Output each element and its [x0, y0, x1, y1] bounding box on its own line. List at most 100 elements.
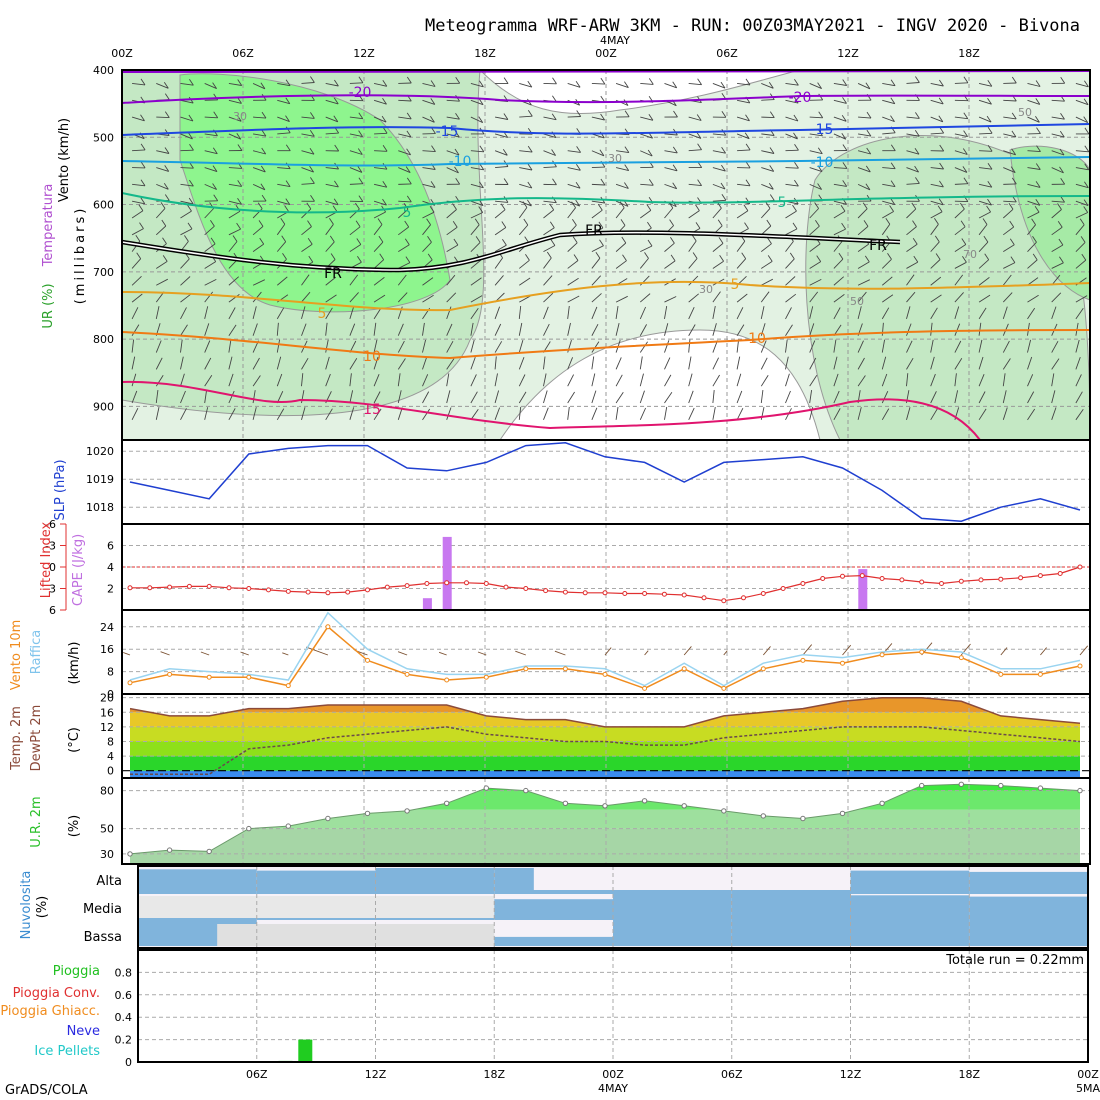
wind-barb — [857, 208, 868, 219]
wind-barb — [276, 356, 282, 370]
wind-barb — [446, 244, 459, 253]
wind-barb-flag — [452, 220, 458, 228]
wind-barb-flag — [890, 198, 896, 205]
contour-label: -10 — [449, 154, 472, 170]
wind-barb — [930, 211, 943, 219]
wind-barb — [398, 262, 411, 269]
wind10m-marker — [998, 671, 1004, 677]
wind-barb-flag — [792, 204, 797, 212]
wind-barb — [1051, 116, 1065, 120]
gust-line — [129, 611, 1081, 687]
wind-barb — [954, 373, 957, 387]
li-marker — [780, 586, 786, 591]
wind-barb — [422, 99, 435, 105]
wind-barb — [785, 276, 796, 286]
wind-barb — [252, 83, 266, 90]
wind10m-marker — [285, 683, 291, 689]
wind-barb — [978, 200, 992, 206]
wind-barb — [1075, 183, 1089, 189]
ylabel-temp2m: Temp. 2m — [9, 706, 24, 771]
wind-barb — [373, 277, 385, 286]
wind-barb — [228, 210, 241, 219]
rh2m-marker — [364, 810, 371, 817]
wind-barb-flag — [721, 111, 727, 118]
contour-label: 30 — [233, 110, 247, 123]
li-marker — [642, 591, 648, 596]
top-tick-label: 00Z — [595, 47, 617, 60]
wind-barb-flag — [527, 80, 533, 88]
wind-barb — [276, 339, 281, 353]
wind-barb-flag — [717, 219, 723, 227]
wind-barb — [1051, 150, 1065, 156]
wind-barb-flag — [259, 237, 265, 245]
li-marker — [879, 576, 885, 581]
wind-barb — [785, 210, 797, 219]
wind-barb-flag — [189, 78, 194, 86]
wind-barb-flag — [767, 237, 772, 244]
wind10m-marker — [483, 674, 489, 680]
wind-barb-flag — [768, 82, 774, 89]
wind-barb — [1075, 295, 1088, 303]
wind-barb-flag — [382, 145, 388, 152]
wind10m-marker — [523, 666, 529, 672]
wind-barb — [760, 390, 764, 404]
wind-barb — [664, 323, 669, 336]
wind-arrow — [683, 646, 692, 656]
wind-barb — [543, 116, 557, 121]
wind-barb — [688, 183, 702, 187]
wind-barb-flag — [1060, 195, 1065, 203]
wind-barb — [398, 150, 411, 156]
wind-barb — [156, 183, 169, 190]
wind-barb-flag — [212, 82, 217, 89]
wind-barb-flag — [789, 252, 795, 260]
cloud-block — [731, 920, 851, 946]
wind-barb-flag — [136, 252, 142, 259]
credit: GrADS/COLA — [5, 1083, 88, 1098]
wind-barb — [325, 116, 338, 123]
cape-bar — [422, 598, 432, 610]
wind-barb-flag — [1034, 205, 1040, 213]
wind-barb-flag — [426, 218, 431, 225]
wind-barb — [446, 340, 454, 353]
wind-barb-flag — [285, 97, 291, 104]
wind-barb — [252, 357, 260, 370]
wind-barb — [785, 356, 789, 370]
wind-barb-flag — [527, 145, 533, 153]
wind-barb — [470, 224, 480, 236]
wind-barb-flag — [1009, 238, 1015, 246]
wind-barb-flag — [961, 238, 967, 245]
wind-barb — [446, 167, 459, 174]
wind-barb — [833, 133, 846, 140]
wind-barb — [833, 294, 845, 303]
wind-barb-flag — [794, 143, 799, 151]
wind-barb — [518, 357, 525, 370]
wind-barb — [1075, 339, 1080, 353]
wind-barb — [180, 116, 194, 122]
wind-barb — [349, 116, 363, 120]
wind-barb-flag — [862, 202, 868, 209]
wind-barb — [422, 183, 436, 188]
wind-barb-flag — [332, 205, 338, 213]
wind-barb-flag — [986, 115, 992, 123]
temp-band — [130, 770, 1080, 778]
wind-barb-flag — [818, 129, 823, 137]
rh2m-marker — [444, 800, 450, 806]
wind-barb — [1002, 373, 1006, 387]
rh2m-marker — [681, 803, 687, 809]
wind-barb-flag — [164, 165, 170, 172]
wind-barb — [736, 210, 749, 219]
wind-barb-flag — [355, 220, 361, 228]
rh2m-marker — [919, 782, 925, 789]
top-time-axis: 00Z 06Z 12Z 18Z 00Z 06Z 12Z 18Z — [111, 47, 980, 60]
bottom-date-label: 4MAY — [598, 1082, 628, 1095]
bottom-tick-label: 06Z — [246, 1068, 268, 1081]
wind-barb — [422, 294, 434, 303]
wind-barb — [349, 292, 359, 303]
wind-barb — [252, 323, 258, 336]
wind-barb — [252, 167, 266, 173]
wind-barb-flag — [692, 252, 698, 259]
wind-barb — [833, 99, 847, 104]
wind-arrow — [477, 651, 487, 656]
wind-barb — [809, 116, 823, 119]
wind-barb — [809, 278, 822, 286]
